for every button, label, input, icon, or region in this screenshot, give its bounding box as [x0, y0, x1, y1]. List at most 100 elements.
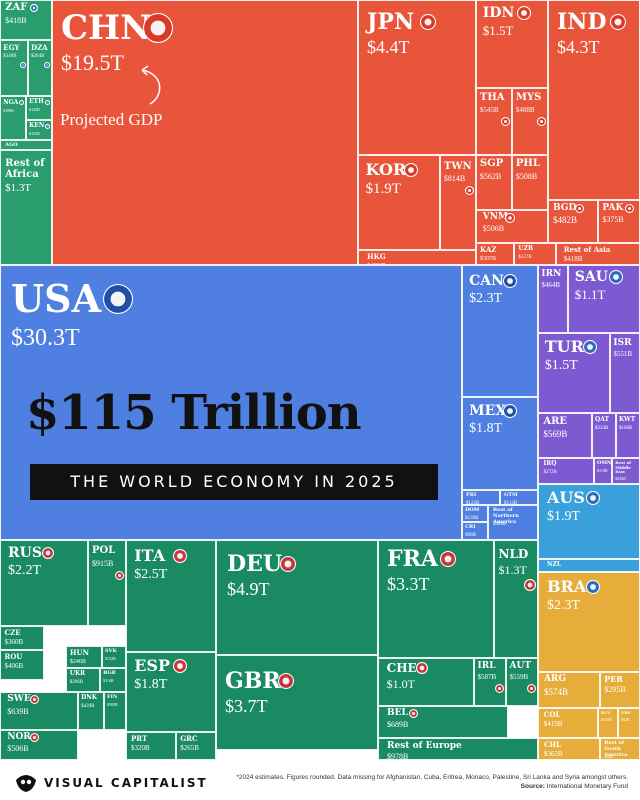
cell-per: PER $295B	[600, 672, 640, 708]
gdp-value: $488B	[515, 105, 535, 114]
cell-eth: ETH $143B	[26, 96, 52, 120]
cell-chl: CHL $362B	[538, 738, 600, 760]
country-code: ETH	[29, 98, 44, 105]
flag-tha-icon	[501, 116, 510, 126]
country-code: PRT	[131, 734, 148, 743]
cell-ind: IND $4.3T	[548, 0, 640, 200]
country-code: NGA	[3, 98, 19, 106]
country-code: KAZ	[480, 245, 497, 254]
cell-kor: KOR $1.9T	[358, 155, 440, 250]
footer	[0, 768, 640, 800]
gdp-value: $574B	[543, 686, 568, 697]
cell-swe: SWE $639B	[0, 692, 78, 730]
flag-mex-icon	[502, 403, 517, 418]
cell-irq: IRQ $272B	[538, 458, 594, 484]
country-code: CHL	[543, 740, 562, 749]
cell-egy: EGY $346B	[0, 40, 28, 96]
country-code: NOR	[7, 732, 31, 742]
country-code: Rest of Middle East	[615, 460, 631, 475]
cell-isr: ISR $551B	[610, 333, 640, 413]
cell-pak: PAK $375B	[598, 200, 640, 243]
brand-name: VISUAL CAPITALIST	[44, 776, 208, 790]
country-code: GBR	[225, 668, 281, 694]
cell-rest-of-middle-east: Rest of Middle East $236B	[612, 458, 640, 484]
flag-swe-icon	[29, 695, 39, 705]
country-code: KOR	[365, 159, 407, 179]
gdp-value: $116B	[103, 677, 114, 683]
country-code: UZB	[518, 245, 534, 252]
country-code: CAN	[469, 272, 504, 289]
gdp-value: $360B	[4, 638, 24, 647]
cell-bra: BRA $2.3T	[538, 572, 640, 672]
cell-cri: CRI $98B	[462, 522, 488, 540]
flag-sau-icon	[608, 270, 623, 285]
gdp-value: $689B	[387, 720, 409, 730]
flag-pak-icon	[624, 203, 634, 213]
gdp-value: $1.8T	[469, 420, 503, 436]
gdp-value: $110B	[597, 467, 608, 473]
country-code: MEX	[469, 402, 507, 419]
gdp-value: $4.4T	[367, 37, 410, 58]
cell-rest-of-asia: Rest of Asia $418B	[556, 243, 640, 265]
country-code: DNK	[81, 694, 97, 702]
cell-ita: ITA $2.5T	[126, 540, 216, 652]
cell-prt: PRT $320B	[126, 732, 176, 760]
flag-nga-icon	[19, 100, 25, 106]
gdp-value: $236B	[615, 475, 626, 481]
flag-ita-icon	[172, 548, 187, 563]
cell-nzl: NZL $263B	[538, 559, 640, 572]
gdp-value: $28B	[604, 753, 613, 759]
flag-che-icon	[415, 661, 428, 674]
cell-phl: PHL $508B	[512, 155, 548, 210]
country-code: Rest of South America	[604, 740, 628, 758]
flag-vnm-icon	[505, 212, 516, 223]
country-code: EGY	[3, 43, 20, 53]
gdp-value: $562B	[479, 171, 502, 181]
cell-mys: MYS $488B	[512, 88, 548, 155]
cell-irn: IRN $464B	[538, 265, 568, 333]
cell-ago: AGO$108B	[0, 140, 52, 150]
country-code: ECU	[601, 710, 611, 715]
gdp-value: $915B	[92, 558, 114, 568]
gdp-value: $587B	[477, 673, 497, 682]
country-code: NLD	[498, 547, 529, 562]
chart-title: $115 Trillion	[26, 385, 362, 441]
country-code: BRA	[547, 577, 587, 596]
cell-deu: DEU $4.9T	[216, 540, 378, 655]
cell-rou: ROU $406B	[0, 650, 44, 680]
cell-mex: MEX $1.8T	[462, 397, 538, 490]
footnote-text: *2024 estimates. Figures rounded. Data m…	[236, 774, 628, 781]
country-code: OMN	[597, 460, 612, 466]
gdp-value: $152B	[105, 655, 116, 661]
country-code: GTM	[504, 492, 518, 498]
gdp-value: $122B	[466, 500, 480, 505]
country-code: PER	[604, 674, 623, 685]
flag-chn-icon	[142, 13, 173, 43]
gdp-value: $569B	[543, 429, 568, 440]
cell-are: ARE $569B	[538, 413, 592, 458]
cell-ury: URY $82B	[618, 708, 640, 738]
gdp-value: $362B	[543, 750, 563, 759]
gdp-value: $30.3T	[11, 324, 80, 351]
cell-kaz: KAZ $307B	[476, 243, 514, 265]
gdp-value: $143B	[29, 106, 40, 112]
cell-omn: OMN $110B	[594, 458, 612, 484]
cell-pol: POL $915B	[88, 540, 126, 626]
country-code: SVK	[105, 648, 117, 654]
country-code: RUS	[8, 545, 42, 562]
country-code: SWE	[7, 694, 31, 705]
country-code: CZE	[4, 628, 21, 637]
gdp-value: $295B	[604, 685, 626, 695]
flag-ken-icon	[45, 123, 51, 129]
gdp-value: $418B	[563, 255, 583, 264]
gdp-value: $418B	[5, 15, 27, 25]
cell-cze: CZE $360B	[0, 626, 44, 650]
flag-pol-icon	[115, 570, 124, 580]
country-code: Rest of Europe	[387, 741, 462, 751]
country-code: NZL	[547, 561, 562, 568]
flag-can-icon	[502, 273, 517, 288]
cell-nld: NLD $1.3T	[494, 540, 538, 658]
cell-che: CHE $1.0T	[378, 658, 474, 706]
gdp-value: $406B	[4, 662, 24, 671]
flag-bra-icon	[585, 580, 600, 594]
